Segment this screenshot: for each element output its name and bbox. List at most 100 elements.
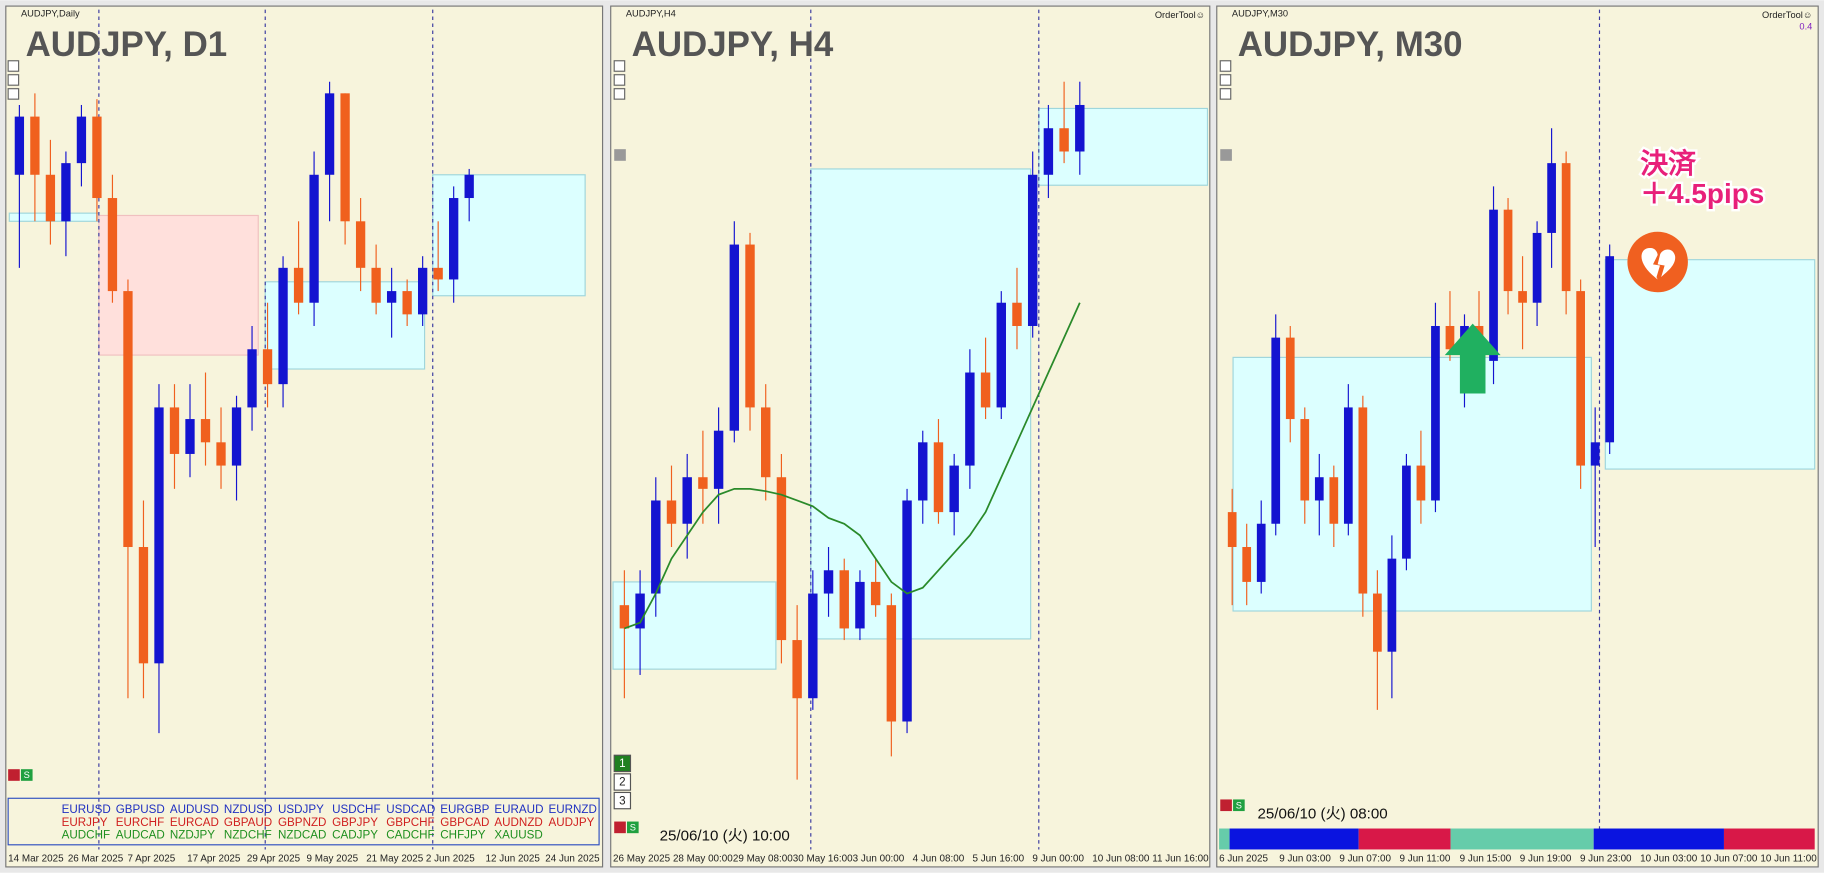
candle-body: [855, 581, 865, 629]
scroll-button[interactable]: [7, 88, 20, 100]
x-tick-label: 5 Jun 16:00: [972, 853, 1024, 864]
close-button[interactable]: [8, 769, 20, 781]
x-tick-label: 10 Jun 07:00: [1700, 853, 1758, 864]
s-label: S: [630, 822, 636, 832]
trend-bar: [1593, 828, 1724, 850]
tf-button[interactable]: [613, 773, 632, 791]
timestamp: 25/06/10 (火) 08:00: [1257, 806, 1387, 823]
candle-body: [1227, 512, 1237, 548]
candle-body: [30, 116, 40, 175]
symbol-button[interactable]: EURGBP: [440, 803, 489, 816]
panel-d1: [5, 5, 604, 868]
candle-body: [823, 570, 834, 594]
x-tick-label: 9 Jun 00:00: [1032, 853, 1084, 864]
symbol-button[interactable]: GBPAUD: [224, 816, 272, 829]
x-tick-label: 21 May 2025: [366, 853, 424, 864]
candle-body: [792, 640, 802, 699]
exit-marker: [1627, 231, 1688, 293]
symbol-button[interactable]: EURCAD: [170, 816, 219, 829]
symbol-button[interactable]: EURNZD: [548, 803, 596, 816]
symbol-button[interactable]: EURAUD: [494, 803, 543, 816]
scroll-button[interactable]: [613, 74, 626, 86]
x-tick-label: 11 Jun 16:00: [1152, 853, 1209, 864]
candle-body: [278, 267, 288, 385]
candle-body: [1576, 291, 1585, 466]
symbol-button[interactable]: CHFJPY: [440, 829, 485, 842]
scroll-button[interactable]: [1220, 149, 1232, 161]
symbol-button[interactable]: AUDCHF: [62, 829, 110, 842]
symbol-button[interactable]: AUDJPY: [548, 816, 594, 829]
symbol-button[interactable]: NZDJPY: [170, 829, 215, 842]
symbol-button[interactable]: EURUSD: [62, 803, 111, 816]
scroll-button[interactable]: [614, 149, 626, 161]
symbol-button[interactable]: NZDCAD: [278, 829, 326, 842]
scroll-button[interactable]: [1219, 88, 1232, 100]
scroll-button[interactable]: [1219, 60, 1232, 72]
symbol-button[interactable]: AUDCAD: [116, 829, 165, 842]
scroll-button[interactable]: [1219, 74, 1232, 86]
symbol-button[interactable]: USDCAD: [386, 803, 435, 816]
s-button[interactable]: [20, 769, 33, 781]
candle-body: [107, 198, 118, 292]
symbol-button[interactable]: CADCHF: [386, 829, 434, 842]
candle-body: [386, 291, 397, 303]
candle-body: [902, 500, 912, 722]
tf-button[interactable]: [613, 791, 632, 810]
symbol-button[interactable]: GBPCAD: [440, 816, 489, 829]
candle-body: [1416, 465, 1426, 501]
s-label: S: [24, 770, 30, 780]
candle-body: [776, 477, 787, 641]
x-tick-label: 10 Jun 08:00: [1092, 853, 1150, 864]
order-tool[interactable]: OrderTool☺: [1155, 10, 1205, 20]
tf-button[interactable]: [613, 754, 632, 773]
candle-body: [14, 116, 25, 175]
x-tick-label: 26 Mar 2025: [68, 853, 124, 864]
candle-body: [61, 163, 71, 222]
candle-body: [996, 302, 1006, 408]
close-button[interactable]: [614, 821, 626, 834]
candle-body: [324, 93, 335, 175]
candle-body: [340, 93, 350, 222]
scroll-button[interactable]: [7, 74, 20, 86]
timestamp: 25/06/10 (火) 10:00: [660, 828, 790, 845]
scroll-button[interactable]: [7, 60, 20, 72]
candle-body: [870, 581, 881, 606]
zone: [1604, 259, 1816, 470]
scroll-button[interactable]: [613, 88, 626, 100]
symbol-button[interactable]: GBPNZD: [278, 816, 326, 829]
symbol-button[interactable]: EURJPY: [62, 816, 108, 829]
symbol-button[interactable]: GBPJPY: [332, 816, 378, 829]
close-button[interactable]: [1220, 799, 1232, 812]
symbol-button[interactable]: USDJPY: [278, 803, 324, 816]
symbol-button[interactable]: CADJPY: [332, 829, 378, 842]
candle-body: [619, 605, 630, 629]
candle-body: [355, 221, 366, 268]
symbol-button[interactable]: EURCHF: [116, 816, 164, 829]
symbol-button[interactable]: USDCHF: [332, 803, 380, 816]
order-tool[interactable]: OrderTool☺: [1762, 10, 1812, 20]
symbol-button[interactable]: GBPCHF: [386, 816, 434, 829]
symbol-button[interactable]: GBPUSD: [116, 803, 165, 816]
symbol-button[interactable]: AUDUSD: [170, 803, 219, 816]
candle-body: [1027, 174, 1038, 326]
x-tick-label: 9 Jun 15:00: [1460, 853, 1512, 864]
candle-body: [1075, 104, 1085, 152]
s-button[interactable]: [1233, 799, 1245, 812]
candle-body: [808, 593, 818, 699]
s-button[interactable]: [627, 821, 639, 834]
candle-body: [1043, 128, 1054, 175]
scroll-button[interactable]: [613, 60, 626, 72]
zoom-level: 0.4: [1799, 21, 1812, 31]
x-tick-label: 29 May 08:00: [733, 853, 793, 864]
chart-header: AUDJPY,M30: [1232, 9, 1288, 19]
candle-body: [1059, 128, 1069, 152]
symbol-button[interactable]: NZDUSD: [224, 803, 272, 816]
symbol-button[interactable]: XAUUSD: [494, 829, 542, 842]
x-tick-label: 30 May 16:00: [793, 853, 853, 864]
candle-body: [1605, 256, 1615, 443]
zone: [1232, 356, 1592, 612]
symbol-button[interactable]: NZDCHF: [224, 829, 272, 842]
candle-body: [418, 267, 428, 315]
symbol-button[interactable]: AUDNZD: [494, 816, 542, 829]
